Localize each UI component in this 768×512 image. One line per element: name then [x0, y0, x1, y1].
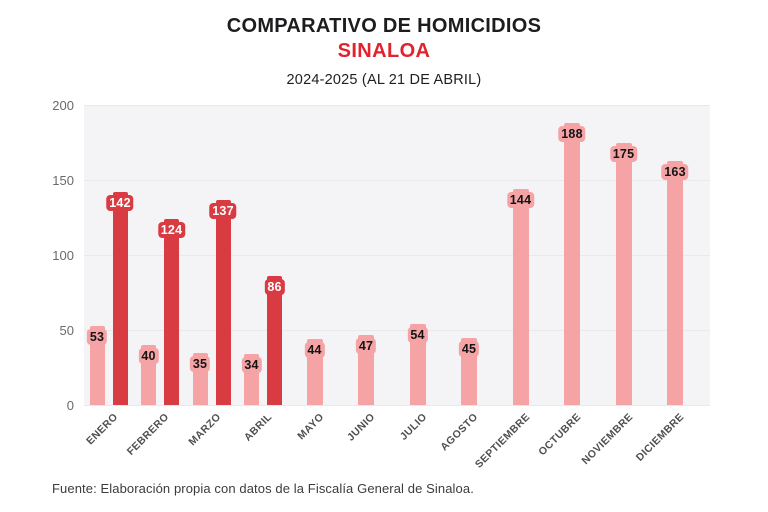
bar-value-label: 47 [355, 337, 377, 354]
bar-2024-abril: 34 [241, 354, 262, 405]
x-tick-noviembre: NOVIEMBRE [578, 411, 635, 468]
bar-value-label: 137 [209, 202, 237, 219]
chart-subtitle: SINALOA [337, 40, 431, 62]
bar-2025-marzo: 137 [209, 199, 237, 405]
chart-period: 2024-2025 (AL 21 DE ABRIL) [286, 72, 482, 88]
bar-value-label: 44 [304, 342, 325, 359]
x-tick-abril: ABRIL [241, 411, 275, 444]
bar-2024-marzo: 35 [189, 352, 211, 405]
y-tick-50: 50 [59, 322, 74, 338]
source-note: Fuente: Elaboración propia con datos de … [52, 481, 474, 496]
plot-area: 53 142 40 124 35 137 34 86 44 47 54 45 144 188 175 163 [84, 104, 710, 406]
y-tick-0: 0 [66, 397, 74, 413]
x-tick-febrero: FEBRERO [124, 411, 172, 458]
x-tick-octubre: OCTUBRE [536, 411, 584, 459]
y-tick-100: 100 [52, 247, 74, 263]
bar-value-label: 45 [458, 340, 480, 357]
bar-value-label: 144 [506, 192, 535, 209]
x-tick-enero: ENERO [83, 411, 120, 448]
bar-value-label: 54 [407, 327, 428, 344]
bar-2024-junio: 47 [355, 334, 377, 405]
bar-2024-septiembre: 144 [506, 189, 535, 405]
x-tick-diciembre: DICIEMBRE [633, 411, 687, 464]
bar-value-label: 35 [189, 355, 211, 372]
gridline-0 [84, 404, 710, 406]
x-tick-mayo: MAYO [294, 411, 326, 443]
bar-2024-noviembre: 175 [609, 142, 638, 405]
bar-value-label: 40 [138, 348, 159, 365]
y-tick-200: 200 [52, 97, 74, 113]
bar-value-label: 175 [609, 145, 638, 162]
bar-value-label: 124 [157, 222, 186, 239]
chart-title: COMPARATIVO DE HOMICIDIOS [226, 15, 542, 37]
x-tick-junio: JUNIO [344, 411, 378, 444]
bar-value-label: 86 [264, 279, 285, 296]
bar-2024-enero: 53 [86, 325, 108, 405]
gridline-150 [84, 179, 710, 181]
gridline-200 [84, 104, 710, 106]
bar-value-label: 188 [558, 126, 586, 143]
bar-2024-febrero: 40 [138, 345, 159, 405]
x-tick-septiembre: SEPTIEMBRE [472, 411, 532, 471]
gridline-50 [84, 329, 710, 331]
bar-2025-febrero: 124 [157, 219, 186, 405]
bar-2025-enero: 142 [106, 192, 134, 405]
x-tick-julio: JULIO [397, 411, 429, 443]
y-tick-150: 150 [52, 172, 74, 188]
bar-2025-abril: 86 [264, 276, 285, 405]
bar-2024-octubre: 188 [558, 123, 586, 405]
gridline-100 [84, 254, 710, 256]
bar-2024-diciembre: 163 [661, 160, 689, 405]
x-tick-agosto: AGOSTO [438, 411, 481, 454]
bar-2024-julio: 54 [407, 324, 428, 405]
bar-value-label: 53 [86, 328, 108, 345]
bar-value-label: 163 [661, 163, 689, 180]
bar-2024-agosto: 45 [458, 337, 480, 405]
bar-value-label: 142 [106, 195, 134, 212]
bar-2024-mayo: 44 [304, 339, 325, 405]
x-tick-marzo: MARZO [185, 411, 223, 449]
bar-value-label: 34 [241, 357, 262, 374]
chart-header: COMPARATIVO DE HOMICIDIOS SINALOA 2024-2… [0, 14, 768, 88]
